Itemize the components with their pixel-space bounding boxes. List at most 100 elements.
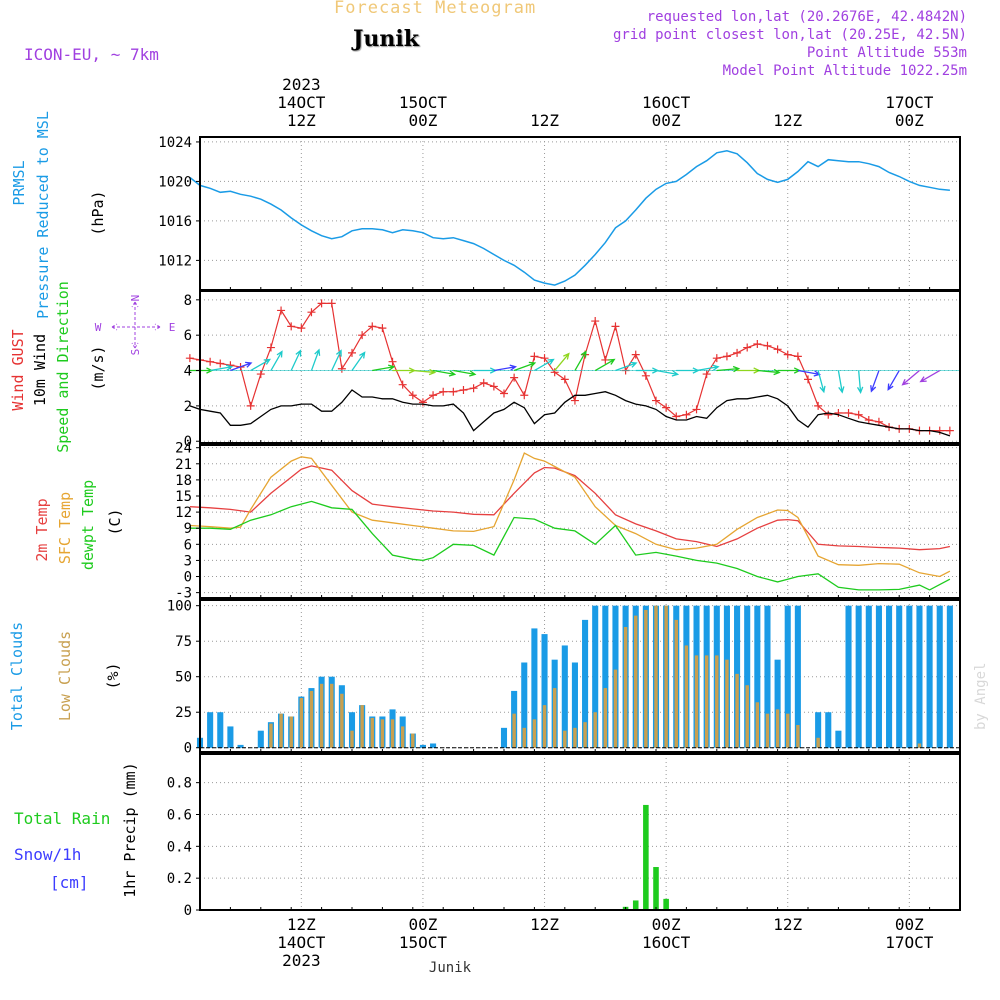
- gust-marker: [631, 350, 640, 359]
- wind-arrow: [615, 361, 638, 372]
- watermark: by Angel: [973, 663, 989, 730]
- low-clouds-bar: [390, 719, 395, 748]
- total-clouds-bar: [825, 712, 832, 748]
- low-clouds-bar: [816, 737, 820, 748]
- total-clouds-bar: [592, 605, 599, 748]
- location-title: Junik: [353, 26, 419, 52]
- wind-arrow: [331, 349, 342, 371]
- gust-marker: [743, 343, 752, 352]
- gust-marker: [479, 378, 488, 387]
- low-clouds-bar: [289, 716, 293, 748]
- low-clouds-bar: [634, 615, 638, 748]
- wind-arrow: [493, 364, 518, 372]
- gust-marker: [520, 391, 529, 400]
- gust-marker: [378, 324, 387, 333]
- panel-frame: [199, 136, 961, 291]
- low-clouds-bar: [319, 683, 324, 748]
- wind-arrow: [473, 367, 498, 374]
- wind-speed-line: [189, 389, 951, 437]
- time-label-top: 15OCT: [399, 93, 448, 112]
- total-clouds-bar: [875, 605, 882, 748]
- total-clouds-bar: [521, 662, 528, 748]
- low-clouds-bar: [350, 730, 354, 748]
- gust-marker: [287, 322, 296, 331]
- compass-s: S: [129, 349, 142, 356]
- wind-arrow: [554, 352, 570, 371]
- gust-marker: [783, 350, 792, 359]
- gust-marker: [429, 391, 438, 400]
- panel-frame: [199, 753, 961, 911]
- wind-arrow: [351, 351, 366, 371]
- low-clouds-bar: [765, 713, 770, 748]
- wind-arrow: [574, 350, 587, 371]
- gust-marker: [317, 299, 326, 308]
- y-tick-label: 0: [184, 570, 192, 586]
- total-clouds-bar: [855, 605, 862, 748]
- gust-marker: [722, 352, 731, 361]
- wind-arrow: [757, 368, 781, 376]
- wind-arrow: [250, 358, 272, 372]
- total-clouds-bar: [571, 662, 578, 748]
- gust-marker: [489, 382, 498, 391]
- gust-marker: [611, 322, 620, 331]
- temp-sfc-label: SFC Temp: [56, 492, 74, 564]
- total-clouds-bar: [794, 605, 801, 748]
- low-clouds-bar: [340, 693, 344, 748]
- low-clouds-bar: [522, 727, 526, 748]
- low-clouds-bar: [360, 705, 364, 748]
- grid-layer: [200, 137, 960, 911]
- rain-bar: [653, 867, 659, 910]
- time-label-top: 12Z: [287, 111, 316, 130]
- total-clouds-bar: [561, 645, 568, 748]
- gust-marker: [398, 380, 407, 389]
- y-tick-label: 8: [184, 293, 192, 309]
- wind-arrow: [230, 361, 253, 372]
- y-tick-label: 12: [175, 505, 192, 521]
- time-label-top: 12Z: [773, 111, 802, 130]
- pressure-line: [189, 150, 950, 286]
- gust-marker: [459, 385, 468, 394]
- wind-arrow: [870, 370, 880, 393]
- y-tick-label: 25: [175, 705, 192, 721]
- y-tick-label: 0: [184, 741, 192, 757]
- low-clouds-bar: [725, 659, 729, 748]
- low-clouds-bar: [279, 713, 283, 748]
- compass-e: E: [169, 321, 176, 334]
- temp-dewpt-label: dewpt Temp: [79, 480, 97, 570]
- low-clouds-bar: [623, 626, 628, 748]
- total-clouds-bar: [602, 605, 609, 748]
- y-tick-label: 9: [184, 521, 192, 537]
- total-clouds-bar: [845, 605, 852, 748]
- wind-arrow: [887, 370, 900, 391]
- low-clouds-bar: [755, 702, 760, 748]
- gust-marker: [712, 354, 721, 363]
- total-clouds-bar: [348, 712, 356, 748]
- gust-marker: [185, 354, 194, 363]
- y-tick-label: 0.8: [167, 776, 192, 792]
- rain-bar: [643, 804, 649, 910]
- gust-marker: [469, 384, 478, 393]
- wind-arrow: [432, 369, 457, 377]
- wind-arrow: [737, 367, 761, 374]
- low-clouds-bar: [644, 609, 648, 748]
- total-clouds-bar: [207, 712, 214, 748]
- low-clouds-bar: [735, 673, 739, 748]
- time-label-bottom: 14OCT: [277, 933, 326, 952]
- low-clouds-bar: [573, 727, 577, 748]
- gust-marker: [277, 306, 286, 315]
- time-label-top: 00Z: [408, 111, 437, 130]
- precip-snow-label: Snow/1h: [14, 845, 81, 864]
- low-clouds-bar: [532, 719, 537, 748]
- gust-marker: [864, 416, 873, 425]
- gust-marker: [834, 408, 843, 417]
- wind-arrow: [919, 369, 941, 383]
- total-clouds-bar: [764, 605, 771, 748]
- gust-marker: [550, 368, 559, 377]
- total-clouds-bar: [886, 605, 893, 748]
- y-tick-label: 3: [184, 553, 192, 569]
- low-clouds-bar: [654, 605, 658, 748]
- y-tick-label: 6: [184, 328, 192, 344]
- total-clouds-bar: [257, 730, 264, 748]
- low-clouds-bar: [299, 698, 304, 748]
- low-clouds-bar: [704, 655, 709, 748]
